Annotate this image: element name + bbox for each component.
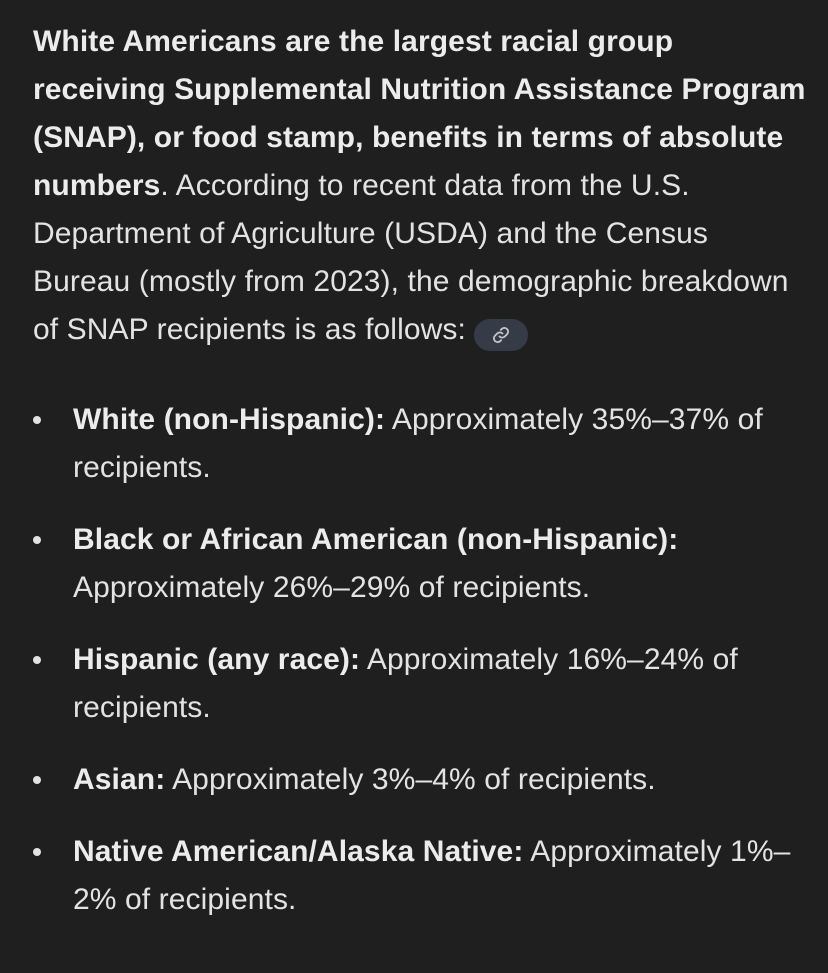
bullet-icon [33,416,41,424]
bullet-icon [33,776,41,784]
item-text: Approximately 35%–37% of recipients. [73,403,763,484]
list-item: White (non-Hispanic): Approximately 35%–… [33,396,813,492]
bullet-icon [33,656,41,664]
item-label: Native American/Alaska Native: [73,835,524,868]
item-text: Approximately 26%–29% of recipients. [73,571,591,604]
response-body: White Americans are the largest racial g… [33,18,813,948]
bullet-icon [33,848,41,856]
item-label: White (non-Hispanic): [73,403,386,436]
item-text: Approximately 3%–4% of recipients. [165,763,656,796]
demographic-breakdown-list: White (non-Hispanic): Approximately 35%–… [33,396,813,924]
list-item: Native American/Alaska Native: Approxima… [33,828,813,924]
intro-rest-text: . According to recent data from the U.S.… [33,169,789,346]
intro-bold-statement: White Americans are the largest racial g… [33,25,806,202]
list-item: Asian: Approximately 3%–4% of recipients… [33,756,813,804]
source-link-chip[interactable] [473,319,528,351]
item-text: Approximately 1%–2% of recipients. [73,835,791,916]
item-label: Black or African American (non-Hispanic)… [73,523,679,556]
item-label: Asian: [73,763,166,796]
bullet-icon [33,536,41,544]
intro-paragraph: White Americans are the largest racial g… [33,18,813,354]
list-item: Black or African American (non-Hispanic)… [33,516,813,612]
list-item: Hispanic (any race): Approximately 16%–2… [33,636,813,732]
link-icon [492,327,509,343]
item-text: Approximately 16%–24% of recipients. [73,643,738,724]
item-label: Hispanic (any race): [73,643,361,676]
